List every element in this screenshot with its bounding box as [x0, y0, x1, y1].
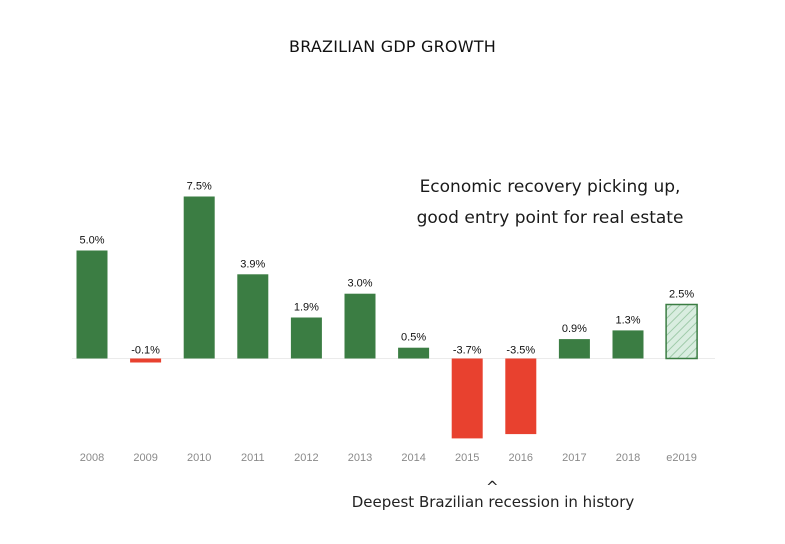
tick-label-2008: 2008 [80, 452, 104, 464]
tick-label-2011: 2011 [241, 452, 265, 464]
bar-2015 [451, 358, 483, 439]
recession-annotation: Deepest Brazilian recession in history [351, 493, 635, 511]
bar-2009 [130, 358, 162, 363]
bar-e2019 [665, 303, 698, 360]
recovery-annotation-line-2: good entry point for real estate [416, 208, 684, 228]
bar-2014 [398, 347, 430, 359]
tick-label-e2019: e2019 [666, 452, 697, 464]
tick-label-2012: 2012 [294, 452, 318, 464]
bar-2017 [558, 339, 590, 359]
bar-2016 [505, 358, 537, 435]
value-label-2017: 0.9% [562, 323, 587, 335]
tick-label-2013: 2013 [348, 452, 372, 464]
value-label-2014: 0.5% [401, 332, 426, 344]
value-label-2009: -0.1% [131, 345, 160, 357]
bar-2013 [344, 293, 376, 359]
tick-label-2014: 2014 [401, 452, 425, 464]
value-label-2016: -3.5% [506, 345, 535, 357]
recovery-annotation-line-1: Economic recovery picking up, [419, 177, 681, 197]
tick-label-2015: 2015 [455, 452, 479, 464]
bar-2010 [183, 196, 215, 359]
value-label-2018: 1.3% [615, 314, 640, 326]
caret-up-icon: ^ [486, 478, 499, 496]
recovery-annotation: Economic recovery picking up, good entry… [395, 172, 705, 234]
value-label-2015: -3.7% [453, 345, 482, 357]
tick-label-2010: 2010 [187, 452, 211, 464]
bar-2012 [290, 317, 322, 359]
value-label-e2019: 2.5% [669, 289, 694, 301]
chart-title: BRAZILIAN GDP GROWTH [289, 37, 496, 56]
bar-2008 [76, 250, 108, 359]
value-label-2008: 5.0% [79, 235, 104, 247]
value-label-2013: 3.0% [347, 278, 372, 290]
bar-2018 [612, 330, 644, 359]
value-label-2012: 1.9% [294, 302, 319, 314]
value-label-2011: 3.9% [240, 258, 265, 270]
value-label-2010: 7.5% [187, 181, 212, 193]
tick-label-2016: 2016 [509, 452, 533, 464]
tick-label-2009: 2009 [133, 452, 157, 464]
tick-label-2018: 2018 [616, 452, 640, 464]
bar-2011 [237, 274, 269, 359]
tick-label-2017: 2017 [562, 452, 586, 464]
